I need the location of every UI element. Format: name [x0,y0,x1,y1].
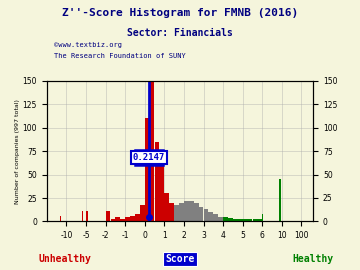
Bar [135,214,140,221]
Bar [116,217,120,221]
Bar [82,211,83,221]
Text: Unhealthy: Unhealthy [39,254,91,264]
Bar [150,81,154,221]
Text: 0.2147: 0.2147 [133,153,165,162]
Bar [145,119,150,221]
Bar [233,219,238,221]
Text: The Research Foundation of SUNY: The Research Foundation of SUNY [54,53,186,59]
Text: Z''-Score Histogram for FMNB (2016): Z''-Score Histogram for FMNB (2016) [62,8,298,18]
Bar [165,193,169,221]
Text: Score: Score [165,254,195,264]
Bar [169,203,174,221]
Bar [47,216,48,221]
Bar [159,165,164,221]
Bar [208,212,213,221]
Bar [213,214,218,221]
Bar [223,217,228,221]
Bar [257,219,262,221]
Bar [120,219,125,221]
Bar [111,219,115,221]
Bar [218,217,223,221]
Bar [203,209,208,221]
Bar [248,219,252,221]
Bar [252,219,257,221]
Text: Sector: Financials: Sector: Financials [127,28,233,38]
Text: Healthy: Healthy [293,254,334,264]
Bar [105,211,111,221]
Bar [174,205,179,221]
Bar [86,211,87,221]
Bar [60,216,62,221]
Bar [130,216,135,221]
Bar [140,205,145,221]
Bar [154,142,159,221]
Bar [262,214,264,221]
Bar [189,201,194,221]
Bar [243,219,248,221]
Bar [279,179,281,221]
Bar [228,218,233,221]
Bar [184,201,189,221]
Bar [238,219,243,221]
Y-axis label: Number of companies (997 total): Number of companies (997 total) [15,99,20,204]
Text: ©www.textbiz.org: ©www.textbiz.org [54,42,122,48]
Bar [179,203,184,221]
Bar [194,203,199,221]
Bar [199,207,203,221]
Bar [125,217,130,221]
